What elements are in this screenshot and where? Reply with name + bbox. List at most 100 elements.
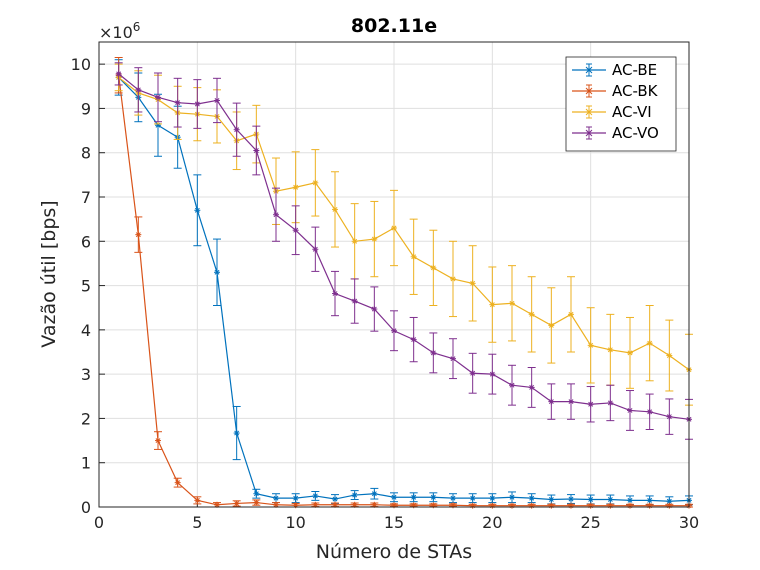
data-point: [292, 184, 299, 191]
data-point: [489, 371, 496, 378]
data-point: [155, 437, 161, 444]
data-point: [391, 327, 397, 334]
marker-stroke: [234, 127, 240, 133]
data-point: [489, 301, 496, 308]
marker-stroke: [411, 254, 417, 260]
legend-item-ac-bk: AC-BK: [572, 82, 659, 100]
marker-stroke: [273, 212, 279, 218]
marker-stroke: [135, 232, 141, 238]
data-point: [391, 494, 397, 501]
y-tick-label: 0: [81, 498, 91, 517]
data-point: [410, 253, 417, 260]
data-point: [587, 496, 594, 503]
marker-stroke: [214, 98, 220, 103]
legend-item-ac-vi: AC-VI: [572, 103, 652, 121]
marker-stroke: [391, 225, 397, 231]
marker-stroke: [647, 409, 653, 415]
data-point: [450, 355, 456, 362]
marker-stroke: [430, 494, 436, 500]
marker-stroke: [430, 350, 436, 356]
y-tick-label: 5: [81, 277, 91, 296]
data-point: [351, 492, 358, 499]
data-point: [115, 70, 122, 77]
data-point: [214, 97, 220, 104]
marker-stroke: [411, 337, 417, 343]
data-point: [430, 494, 437, 501]
data-point: [371, 306, 378, 313]
marker-stroke: [666, 414, 672, 420]
marker-stroke: [568, 399, 574, 405]
marker-stroke: [568, 496, 574, 502]
marker-stroke: [293, 227, 299, 233]
data-point: [548, 496, 555, 503]
data-point: [509, 300, 515, 307]
data-point: [666, 352, 673, 359]
data-point: [528, 495, 535, 502]
data-point: [332, 496, 338, 503]
data-point: [312, 179, 319, 186]
marker-stroke: [332, 496, 338, 502]
marker-stroke: [470, 370, 476, 376]
marker-stroke: [607, 497, 613, 502]
x-tick-label: 30: [679, 513, 699, 532]
marker-stroke: [647, 497, 653, 503]
marker-stroke: [588, 342, 594, 348]
marker-stroke: [607, 400, 613, 406]
legend-marker: [585, 129, 593, 137]
legend-marker: [585, 108, 593, 116]
data-point: [568, 398, 574, 405]
marker-stroke: [312, 493, 318, 499]
marker-stroke: [489, 495, 495, 501]
marker-stroke: [391, 494, 397, 500]
y-tick-label: 2: [81, 409, 91, 428]
data-point: [312, 492, 319, 499]
series-ac-vi: [114, 63, 693, 406]
data-point: [410, 494, 417, 501]
data-point: [214, 269, 220, 276]
data-point: [450, 275, 456, 282]
data-point: [587, 401, 594, 408]
x-tick-label: 10: [285, 513, 305, 532]
marker-stroke: [627, 497, 633, 503]
x-tick-label: 15: [384, 513, 404, 532]
data-point: [410, 336, 417, 343]
marker-stroke: [411, 494, 417, 500]
marker-stroke: [234, 501, 240, 506]
marker-stroke: [627, 350, 633, 356]
marker-stroke: [607, 347, 613, 353]
marker-stroke: [175, 480, 181, 486]
marker-stroke: [450, 495, 456, 501]
y-tick-label: 1: [81, 454, 91, 473]
marker-stroke: [253, 500, 259, 506]
data-point: [332, 501, 338, 508]
marker-stroke: [293, 184, 299, 190]
legend-marker: [585, 87, 593, 95]
data-point: [587, 342, 594, 349]
data-point: [351, 238, 358, 245]
marker-stroke: [194, 207, 200, 213]
marker-stroke: [371, 502, 377, 508]
legend: AC-BE AC-BK AC-VI AC-VO: [565, 56, 677, 152]
data-point: [607, 496, 614, 503]
marker-stroke: [588, 497, 594, 502]
data-point: [509, 382, 515, 389]
marker-stroke: [155, 94, 161, 100]
data-point: [174, 99, 181, 106]
marker-stroke: [312, 246, 318, 252]
y-tick-label: 6: [81, 232, 91, 251]
marker-stroke: [489, 302, 495, 308]
y-tick-label: 8: [81, 144, 91, 163]
legend-label: AC-VO: [612, 124, 659, 142]
y-tick-label: 3: [81, 365, 91, 384]
legend-label: AC-BK: [612, 82, 659, 100]
legend-item-ac-be: AC-BE: [572, 61, 657, 79]
data-point: [351, 298, 358, 305]
data-point: [194, 207, 201, 214]
marker-stroke: [116, 71, 122, 77]
data-point: [469, 280, 476, 287]
marker-stroke: [568, 311, 574, 317]
marker-stroke: [371, 491, 377, 497]
data-point: [332, 290, 338, 297]
data-point: [646, 408, 653, 415]
